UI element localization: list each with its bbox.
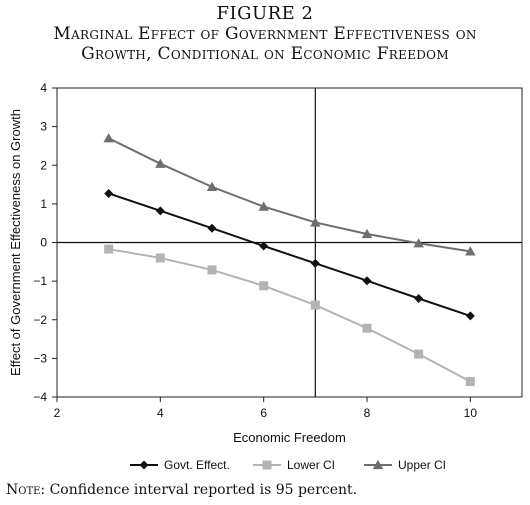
data-point-govt-effect: [465, 311, 475, 321]
series-line-upper-ci: [108, 137, 471, 253]
data-point-govt-effect: [104, 188, 114, 198]
chart-legend: Govt. Effect. Lower CI Upper CI: [130, 458, 446, 472]
data-point-lower-ci: [362, 323, 372, 333]
series-line-govt-effect: [108, 192, 471, 317]
data-point-lower-ci: [259, 281, 269, 291]
y-tick-label: −2: [33, 313, 47, 327]
data-point-lower-ci: [207, 265, 217, 275]
y-tick-label: 3: [40, 120, 47, 134]
y-tick-label: −3: [33, 351, 47, 365]
data-point-upper-ci: [103, 133, 114, 143]
legend-marker-lower-ci: [262, 460, 272, 470]
figure-label: FIGURE 2: [216, 3, 314, 24]
series-line-lower-ci: [108, 248, 471, 383]
x-axis-label: Economic Freedom: [233, 430, 346, 445]
y-axis-label: Effect of Government Effectiveness on Gr…: [8, 109, 23, 376]
data-point-lower-ci: [414, 349, 424, 359]
footnote-text: Confidence interval reported is 95 perce…: [49, 482, 358, 498]
data-point-govt-effect: [207, 223, 217, 233]
footnote-lead: Note:: [6, 482, 46, 498]
x-tick-label: 6: [260, 406, 267, 420]
data-point-upper-ci: [413, 238, 424, 248]
data-point-upper-ci: [310, 217, 321, 227]
data-point-upper-ci: [155, 158, 166, 168]
legend-label-upper-ci: Upper CI: [398, 458, 446, 472]
chart-series: [103, 133, 476, 387]
y-tick-label: 2: [40, 158, 47, 172]
y-tick-label: −4: [33, 390, 47, 404]
x-tick-label: 8: [364, 406, 371, 420]
x-tick-label: 4: [157, 406, 164, 420]
y-tick-label: 1: [40, 197, 47, 211]
data-point-upper-ci: [361, 228, 373, 239]
legend-marker-govt-effect: [139, 460, 149, 470]
chart-title-line-2: Growth, Conditional on Economic Freedom: [81, 44, 449, 64]
data-point-upper-ci: [465, 246, 476, 256]
y-tick-label: 4: [40, 81, 47, 95]
legend-label-lower-ci: Lower CI: [287, 458, 335, 472]
data-point-lower-ci: [155, 253, 165, 263]
legend-marker-upper-ci: [372, 459, 384, 470]
data-point-upper-ci: [258, 201, 269, 211]
data-point-govt-effect: [310, 258, 320, 268]
x-tick-label: 2: [54, 406, 61, 420]
data-point-lower-ci: [310, 300, 320, 310]
chart-title-line-1: Marginal Effect of Government Effectiven…: [53, 24, 477, 44]
data-point-lower-ci: [465, 377, 475, 387]
data-point-govt-effect: [155, 206, 165, 216]
footnote: Note: Confidence interval reported is 95…: [6, 482, 357, 498]
data-point-upper-ci: [206, 181, 218, 192]
y-tick-label: −1: [33, 274, 47, 288]
data-point-govt-effect: [414, 294, 424, 304]
y-tick-label: 0: [40, 236, 47, 250]
data-point-govt-effect: [362, 276, 372, 286]
legend-label-govt-effect: Govt. Effect.: [164, 458, 230, 472]
data-point-lower-ci: [104, 244, 114, 254]
x-tick-label: 10: [464, 406, 478, 420]
data-point-govt-effect: [259, 241, 269, 251]
